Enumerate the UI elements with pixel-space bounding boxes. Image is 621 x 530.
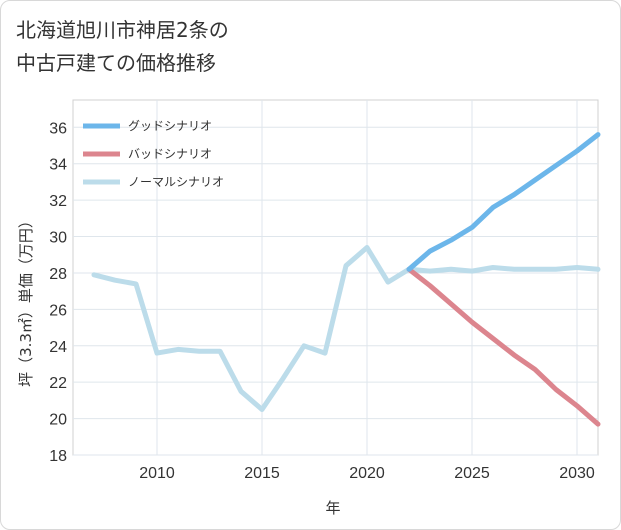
y-tick-label: 24	[49, 339, 67, 356]
y-tick-label: 32	[49, 193, 67, 210]
title-line-2: 中古戸建ての価格推移	[16, 51, 216, 75]
x-axis-label: 年	[325, 499, 340, 517]
series-line-normal	[91, 245, 601, 412]
y-tick-label: 18	[49, 448, 67, 465]
legend-label: バッドシナリオ	[128, 147, 212, 161]
y-tick-label: 34	[49, 157, 67, 174]
y-tick-label: 36	[49, 120, 67, 137]
x-tick-label: 2030	[559, 465, 595, 482]
y-tick-label: 30	[49, 230, 67, 247]
x-tick-label: 2025	[454, 465, 490, 482]
legend-label: グッドシナリオ	[128, 119, 212, 133]
plot-area	[72, 99, 599, 456]
y-tick-label: 26	[49, 302, 67, 319]
series-line-good	[406, 132, 601, 272]
title-line-1: 北海道旭川市神居2条の	[16, 18, 229, 42]
x-tick-label: 2010	[139, 465, 175, 482]
grid-lines	[73, 100, 598, 456]
x-tick-label: 2015	[244, 465, 280, 482]
y-axis-label: 坪（3.3㎡）単価（万円）	[17, 213, 35, 387]
chart-title: 北海道旭川市神居2条の 中古戸建ての価格推移	[16, 14, 576, 80]
y-tick-label: 20	[49, 412, 67, 429]
y-tick-label: 22	[49, 375, 67, 392]
legend-label: ノーマルシナリオ	[128, 175, 224, 189]
y-tick-label: 28	[49, 266, 67, 283]
series-line-bad	[406, 266, 601, 427]
x-tick-label: 2020	[349, 465, 385, 482]
tick-labels: 18 20 22 24 26 28 30 32 34 36 2010 2015 2020 2025 2030	[49, 120, 595, 482]
series-layer	[91, 132, 601, 427]
